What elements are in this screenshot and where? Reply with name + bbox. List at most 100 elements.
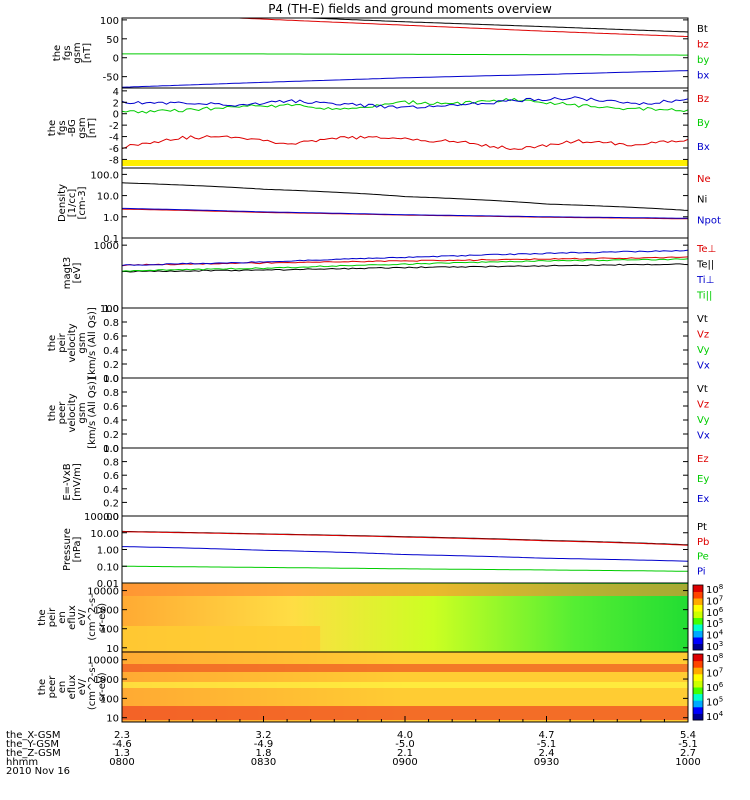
y-axis-label-line: peer xyxy=(57,401,68,425)
y-axis-label-line: Pressure xyxy=(62,528,73,571)
y-axis-label-line: fgs xyxy=(62,45,73,60)
legend-entry-Vy: Vy xyxy=(697,345,710,356)
y-tick-label: 1000 xyxy=(94,606,119,617)
y-axis-label-line: [nT] xyxy=(87,118,98,138)
y-axis-label-line: eV/ xyxy=(77,609,88,626)
y-tick-label: 10.0 xyxy=(97,192,119,203)
y-tick-label: 0.0 xyxy=(103,444,119,455)
series-line-Te⊥ xyxy=(122,256,688,267)
colorbar-swatch xyxy=(693,617,703,625)
panel-frame xyxy=(121,515,689,584)
series-line-Pb xyxy=(122,531,688,546)
y-axis-label-line: (cm^2-s- xyxy=(87,663,98,710)
colorbar-frame xyxy=(692,653,704,721)
colorbar-swatch xyxy=(693,713,703,721)
y-tick-label: -8 xyxy=(109,155,119,166)
colorbar-swatch xyxy=(693,687,703,695)
y-tick-label: 0.6 xyxy=(103,402,119,413)
legend-entry-Npot: Npot xyxy=(697,215,721,226)
y-tick-label: 0.0 xyxy=(103,512,119,523)
legend-entry-Ey: Ey xyxy=(697,474,709,485)
legend-entry-Ti⊥: Ti⊥ xyxy=(696,275,714,286)
colorbar-swatch xyxy=(693,706,703,714)
colorbar-swatch xyxy=(693,624,703,631)
time-axis-value: 5.4 xyxy=(680,730,696,741)
y-tick-label: 1.0 xyxy=(103,444,119,455)
legend-entry-Ez: Ez xyxy=(697,454,709,465)
y-tick-label: -2 xyxy=(109,121,119,132)
y-tick-label: 1000 xyxy=(94,675,119,686)
time-axis-value: -5.0 xyxy=(395,739,415,750)
y-tick-label: 100 xyxy=(100,694,119,705)
date-label: 2010 Nov 16 xyxy=(6,766,70,777)
colorbar-swatch xyxy=(693,630,703,638)
legend-entry-Vx: Vx xyxy=(697,431,710,442)
panel-frame xyxy=(121,237,689,309)
y-axis-label: the peir velocity gsm [km/s (All Qs)] xyxy=(47,307,98,379)
y-axis-label-line: peer xyxy=(47,675,58,699)
y-tick-label: 0.8 xyxy=(103,458,119,469)
y-tick-label: 0 xyxy=(113,54,119,65)
panel-pressure: 100.00 10.00 1.00 0.10 0.01 Pressure [nPa] Pt Pb… xyxy=(62,512,709,590)
y-tick-label: 0.01 xyxy=(97,579,119,590)
colorbar-tick-label: 108 xyxy=(706,652,723,665)
panel-peer-velocity: 1.0 0.8 0.6 0.4 0.2 0.0 the peer velocity gsm [km/… xyxy=(47,374,710,455)
legend-entry-Vt: Vt xyxy=(697,384,708,395)
y-axis-label-line: en xyxy=(57,611,68,624)
y-tick-label: 0.6 xyxy=(103,332,119,343)
y-axis-label: the fgs gsm [nT] xyxy=(52,42,93,63)
y-axis-label-line: [km/s (All Qs)] xyxy=(87,307,98,379)
y-axis-label-line: [nPa] xyxy=(72,536,83,562)
y-tick-label: 100.0 xyxy=(90,170,119,181)
y-axis-label-line: the xyxy=(47,335,58,351)
series-line-by xyxy=(122,53,688,56)
colorbar-swatch xyxy=(693,700,703,708)
y-tick-label: 10.00 xyxy=(90,529,119,540)
y-tick-label: 0.4 xyxy=(103,485,119,496)
y-axis-label-line: sr-eV) xyxy=(97,672,108,701)
panel-fgs: 100 50 0 -50 the fgs gsm [nT] Bt bz by bx xyxy=(52,16,709,89)
panel-frame xyxy=(121,377,689,449)
y-axis-label: Density [1/cc] [cm-3] xyxy=(57,184,88,222)
legend-entry-Bt: Bt xyxy=(697,24,708,35)
y-tick-label: 1.0 xyxy=(103,304,119,315)
time-axis-value: -5.1 xyxy=(678,739,698,750)
y-axis-label-line: eflux xyxy=(67,675,78,700)
colorbar-swatch xyxy=(693,643,703,651)
y-tick-label: 100 xyxy=(100,16,119,27)
legend-entry-bz: bz xyxy=(697,40,709,51)
y-axis-label-line: magt3 xyxy=(62,257,73,290)
y-axis-label-line: gsm xyxy=(77,117,88,138)
legend-entry-Bz: Bz xyxy=(697,94,709,105)
y-tick-label: 1000 xyxy=(94,241,119,252)
y-tick-label: 0.8 xyxy=(103,318,119,329)
colorbar-swatch xyxy=(693,598,703,605)
colorbar-swatch xyxy=(693,673,703,681)
y-tick-label: 100 xyxy=(100,625,119,636)
time-axis-value: 1.3 xyxy=(114,748,130,759)
y-axis-label-line: gsm xyxy=(72,42,83,63)
y-tick-label: -6 xyxy=(109,144,119,155)
panel-temperature: 1000 100 magt3 [eV] Te⊥ Te|| Ti⊥ Ti|| xyxy=(62,237,716,315)
colorbar-swatch xyxy=(693,591,703,599)
y-tick-label: -50 xyxy=(103,73,119,84)
legend-entry-Vt: Vt xyxy=(697,314,708,325)
y-tick-label: 0.2 xyxy=(103,430,119,441)
legend-entry-Pt: Pt xyxy=(697,522,707,533)
y-axis-label-line: peir xyxy=(57,332,68,352)
y-axis-label-line: [nT] xyxy=(82,43,93,63)
y-tick-label: 0.1 xyxy=(103,234,119,245)
y-axis-label-line: the xyxy=(37,609,48,625)
series-line-By xyxy=(122,97,688,114)
y-axis-label-line: Density xyxy=(57,184,68,222)
legend-entry-by: by xyxy=(697,55,709,66)
y-tick-label: 1.0 xyxy=(103,213,119,224)
spectrogram-band xyxy=(122,682,688,688)
panel-peir-velocity: 1.0 0.8 0.6 0.4 0.2 0.0 the peir velocity gsm [km/… xyxy=(47,304,710,385)
y-axis-label-line: -BG xyxy=(67,119,78,137)
colorbar-tick-label: 106 xyxy=(706,681,724,694)
time-axis-value: 0800 xyxy=(109,757,134,768)
y-tick-label: 4 xyxy=(113,87,119,98)
y-axis-label: Pressure [nPa] xyxy=(62,528,83,571)
